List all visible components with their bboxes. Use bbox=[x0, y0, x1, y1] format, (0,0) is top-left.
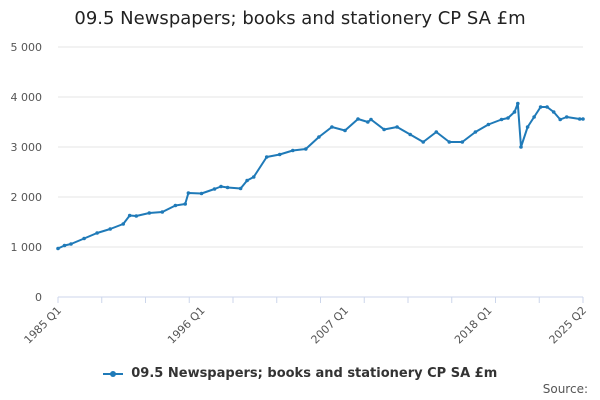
grid-lines bbox=[58, 46, 583, 248]
data-point[interactable] bbox=[264, 155, 269, 159]
data-point[interactable] bbox=[343, 128, 347, 133]
x-tick-label: 1996 Q1 bbox=[165, 304, 208, 347]
data-point[interactable] bbox=[245, 178, 249, 183]
x-tick-label: 2018 Q1 bbox=[452, 304, 495, 347]
data-point[interactable] bbox=[199, 191, 204, 196]
data-point[interactable] bbox=[147, 211, 152, 215]
data-point[interactable] bbox=[277, 152, 282, 157]
data-point[interactable] bbox=[69, 242, 73, 246]
data-point[interactable] bbox=[558, 117, 562, 122]
series-line-0[interactable] bbox=[57, 102, 583, 250]
data-point[interactable] bbox=[512, 110, 517, 114]
data-point[interactable] bbox=[581, 117, 585, 121]
x-tick-label: 1985 Q1 bbox=[22, 304, 65, 347]
data-point[interactable] bbox=[519, 145, 523, 149]
data-point[interactable] bbox=[82, 236, 86, 241]
data-point[interactable] bbox=[369, 117, 373, 122]
data-point[interactable] bbox=[121, 222, 125, 226]
y-tick-label: 1 000 bbox=[11, 241, 43, 254]
y-tick-label: 2 000 bbox=[11, 191, 43, 204]
chart-title: 09.5 Newspapers; books and stationery CP… bbox=[74, 8, 526, 29]
legend-swatch bbox=[102, 369, 123, 379]
data-point[interactable] bbox=[538, 105, 543, 109]
data-point[interactable] bbox=[317, 135, 321, 139]
legend[interactable]: 09.5 Newspapers; books and stationery CP… bbox=[0, 366, 600, 381]
data-point[interactable] bbox=[545, 105, 549, 109]
data-point[interactable] bbox=[225, 185, 230, 190]
data-point[interactable] bbox=[251, 175, 256, 179]
data-point[interactable] bbox=[183, 202, 187, 206]
data-point[interactable] bbox=[506, 116, 510, 120]
data-point[interactable] bbox=[408, 132, 413, 137]
data-point[interactable] bbox=[127, 213, 132, 218]
x-axis: 1985 Q1 1996 Q1 2007 Q1 2018 Q1 2025 Q2 bbox=[22, 296, 590, 347]
data-point[interactable] bbox=[95, 231, 99, 235]
data-point[interactable] bbox=[460, 140, 465, 144]
series-group bbox=[56, 101, 585, 251]
data-point[interactable] bbox=[366, 120, 370, 124]
data-point[interactable] bbox=[577, 117, 582, 121]
data-point[interactable] bbox=[108, 227, 112, 231]
data-point[interactable] bbox=[421, 140, 426, 144]
source-label: Source: bbox=[542, 382, 588, 396]
data-point[interactable] bbox=[238, 186, 243, 191]
data-point[interactable] bbox=[516, 101, 520, 106]
data-point[interactable] bbox=[551, 110, 556, 114]
y-tick-label: 4 000 bbox=[11, 91, 43, 104]
legend-label: 09.5 Newspapers; books and stationery CP… bbox=[131, 366, 498, 381]
data-point[interactable] bbox=[219, 184, 223, 189]
data-point[interactable] bbox=[525, 125, 530, 129]
data-point[interactable] bbox=[486, 122, 491, 127]
data-point[interactable] bbox=[447, 140, 452, 144]
data-point[interactable] bbox=[56, 246, 60, 251]
data-point[interactable] bbox=[499, 117, 504, 122]
x-tick-label: 2025 Q2 bbox=[547, 304, 590, 347]
data-point[interactable] bbox=[356, 117, 360, 121]
data-point[interactable] bbox=[62, 243, 67, 248]
data-point[interactable] bbox=[434, 130, 439, 134]
data-point[interactable] bbox=[186, 191, 191, 195]
y-tick-label: 5 000 bbox=[11, 41, 43, 54]
data-point[interactable] bbox=[291, 148, 295, 153]
y-axis-ticks: 0 1 000 2 000 3 000 4 000 5 000 bbox=[11, 41, 43, 304]
data-point[interactable] bbox=[173, 203, 178, 208]
data-point[interactable] bbox=[564, 115, 569, 119]
data-point[interactable] bbox=[160, 210, 165, 214]
data-point[interactable] bbox=[304, 147, 308, 151]
data-point[interactable] bbox=[395, 125, 399, 129]
data-point[interactable] bbox=[382, 127, 386, 132]
data-point[interactable] bbox=[532, 115, 536, 119]
x-tick-label: 2007 Q1 bbox=[309, 304, 352, 347]
data-point[interactable] bbox=[134, 214, 139, 218]
y-tick-label: 0 bbox=[35, 291, 42, 304]
data-point[interactable] bbox=[212, 187, 217, 191]
data-point[interactable] bbox=[473, 130, 478, 134]
data-point[interactable] bbox=[330, 125, 334, 129]
y-tick-label: 3 000 bbox=[11, 141, 43, 154]
